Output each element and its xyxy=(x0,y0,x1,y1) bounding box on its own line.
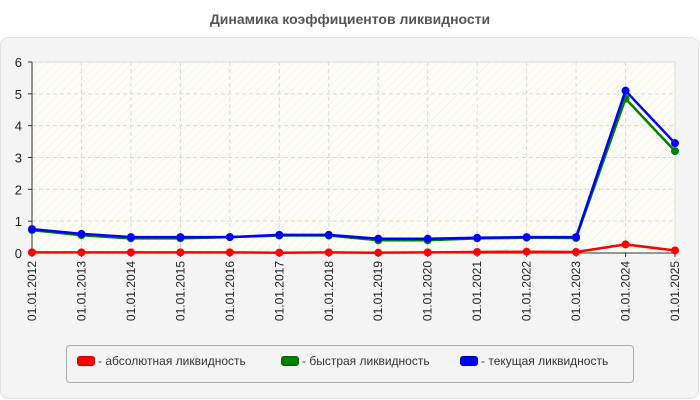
x-tick-label: 01.01.2016 xyxy=(223,261,237,321)
data-point xyxy=(176,248,185,257)
data-point xyxy=(671,139,679,148)
data-point xyxy=(275,248,284,257)
data-point xyxy=(324,248,333,257)
data-point xyxy=(77,248,86,257)
data-point xyxy=(28,225,36,234)
legend-swatch-red xyxy=(77,356,95,366)
x-tick-label: 01.01.2023 xyxy=(569,261,583,321)
series-line xyxy=(31,88,676,240)
data-point xyxy=(374,234,383,243)
data-point xyxy=(225,248,234,257)
y-tick-label: 3 xyxy=(15,151,22,166)
x-tick-label: 01.01.2021 xyxy=(470,261,484,321)
data-point xyxy=(324,230,333,239)
data-point xyxy=(671,147,679,156)
data-point xyxy=(473,233,482,242)
data-point xyxy=(621,86,630,95)
x-tick-label: 01.01.2014 xyxy=(124,261,138,321)
data-point xyxy=(621,240,630,249)
x-tick-label: 01.01.2012 xyxy=(25,261,39,321)
y-tick-label: 1 xyxy=(15,214,22,229)
data-point xyxy=(671,246,679,255)
data-point xyxy=(522,247,531,256)
y-tick-label: 4 xyxy=(15,119,22,134)
x-tick-label: 01.01.2018 xyxy=(322,261,336,321)
chart-title: Динамика коэффициентов ликвидности xyxy=(209,11,491,27)
data-point xyxy=(225,233,234,242)
legend-label: - текущая ликвидность xyxy=(481,354,609,368)
legend: - абсолютная ликвидность - быстрая ликви… xyxy=(66,345,634,383)
legend-label: - быстрая ликвидность xyxy=(302,354,430,368)
data-point xyxy=(522,233,531,242)
legend-label: - абсолютная ликвидность xyxy=(98,354,246,368)
y-tick-label: 5 xyxy=(15,87,22,102)
data-point xyxy=(572,248,581,257)
data-point xyxy=(28,248,36,257)
y-tick-label: 6 xyxy=(15,55,22,70)
data-point xyxy=(275,230,284,239)
x-tick-label: 01.01.2013 xyxy=(74,261,88,321)
data-point xyxy=(176,233,185,242)
y-tick-label: 2 xyxy=(15,182,22,197)
data-point xyxy=(77,229,86,238)
x-tick-label: 01.01.2020 xyxy=(421,261,435,321)
x-tick-label: 01.01.2015 xyxy=(173,261,187,321)
data-point xyxy=(423,234,432,243)
x-tick-label: 01.01.2019 xyxy=(371,261,385,321)
x-tick-label: 01.01.2022 xyxy=(520,261,534,321)
data-point xyxy=(572,233,581,242)
legend-item-absolute: - абсолютная ликвидность xyxy=(77,354,246,368)
x-tick-label: 01.01.2024 xyxy=(619,261,633,321)
data-point xyxy=(423,248,432,257)
data-point xyxy=(473,248,482,257)
data-point xyxy=(374,248,383,257)
y-tick-label: 0 xyxy=(15,246,22,261)
x-tick-label: 01.01.2025 xyxy=(668,261,682,321)
data-point xyxy=(126,248,135,257)
legend-item-quick: - быстрая ликвидность xyxy=(281,354,430,368)
legend-swatch-green xyxy=(281,356,299,366)
data-point xyxy=(126,233,135,242)
legend-item-current: - текущая ликвидность xyxy=(460,354,608,368)
x-tick-label: 01.01.2017 xyxy=(272,261,286,321)
series-line xyxy=(32,243,676,254)
legend-swatch-blue xyxy=(460,356,478,366)
